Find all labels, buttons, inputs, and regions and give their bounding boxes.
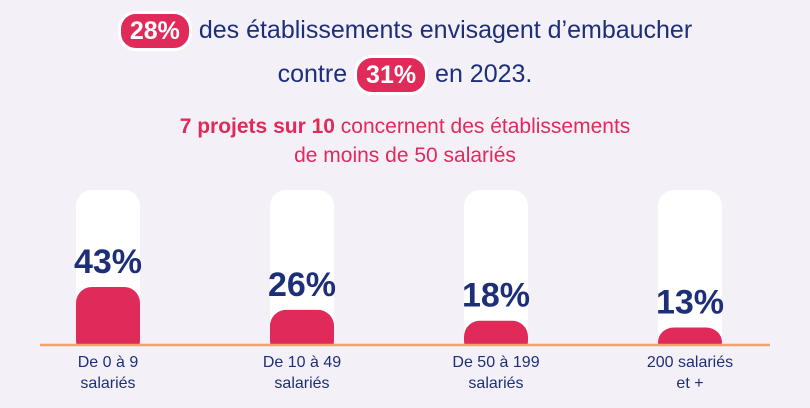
bar-1 <box>76 286 140 357</box>
headline-line-2-suffix: en 2023. <box>435 60 533 88</box>
data-label-2: 26% <box>268 266 336 304</box>
category-label-line: salariés <box>80 375 135 392</box>
subheadline: 7 projets sur 10 concernent des établiss… <box>0 112 810 170</box>
category-label-3: De 50 à 199 salariés <box>452 354 539 392</box>
category-label-line: et + <box>676 375 703 392</box>
headline-line-1-text: des établissements envisagent d’embauche… <box>198 16 693 44</box>
subheadline-rest: concernent des établissements <box>340 115 631 138</box>
category-label-1: De 0 à 9 salariés <box>78 354 139 392</box>
highlight-badge-2024: 28% <box>117 11 192 52</box>
highlight-badge-2023: 31% <box>354 55 429 96</box>
category-label-line: salariés <box>468 375 523 392</box>
category-label-line: De 50 à 199 <box>452 354 539 371</box>
category-label-line: salariés <box>274 375 329 392</box>
category-label-line: De 10 à 49 <box>263 354 341 371</box>
subheadline-bold: 7 projets sur 10 <box>179 115 335 138</box>
subheadline-line-1: 7 projets sur 10 concernent des établiss… <box>0 112 810 141</box>
headline-line-2: contre 31% en 2023. <box>0 52 810 96</box>
data-label-1: 43% <box>74 243 142 281</box>
category-label-line: De 0 à 9 <box>78 354 139 371</box>
chart-floor <box>0 345 810 408</box>
category-label-line: 200 salariés <box>647 354 733 371</box>
headline-line-1: 28% des établissements envisagent d’emba… <box>0 8 810 52</box>
headline-line-2-prefix: contre <box>277 60 348 88</box>
bar-track-4 <box>658 190 722 357</box>
category-label-4: 200 salariés et + <box>647 354 733 392</box>
bar-track-3 <box>464 190 528 357</box>
data-label-4: 13% <box>656 283 724 321</box>
headline: 28% des établissements envisagent d’emba… <box>0 8 810 96</box>
category-label-2: De 10 à 49 salariés <box>263 354 341 392</box>
data-label-3: 18% <box>462 277 530 315</box>
bar-chart: 43% 26% 18% 13% De 0 à 9 salariés De 10 à 49 sa… <box>0 190 810 408</box>
subheadline-line-2: de moins de 50 salariés <box>294 144 516 167</box>
